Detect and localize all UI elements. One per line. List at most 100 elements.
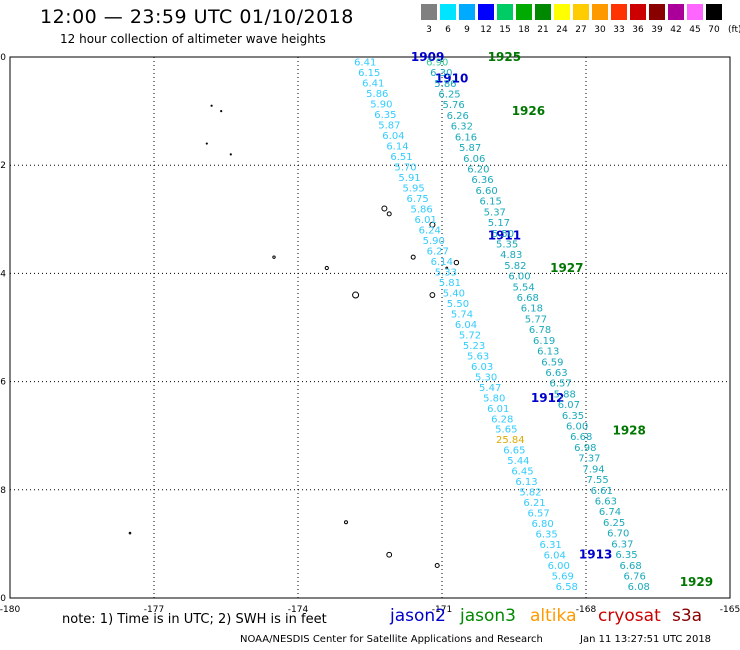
chart-subtitle: 12 hour collection of altimeter wave hei… [60,32,326,46]
wave-height-reading: 6.21 [523,498,545,509]
island [128,531,132,535]
wave-height-reading: 5.50 [447,299,469,310]
legend-label: 21 [537,25,549,35]
wave-height-reading: 6.58 [556,582,578,593]
island [352,291,360,299]
wave-height-reading: 5.50 [492,229,514,240]
wave-height-reading: 6.14 [431,257,453,268]
legend-label: 6 [445,25,451,35]
island [381,205,388,212]
wave-height-reading: 5.87 [459,143,481,154]
legend-swatch [535,4,551,20]
wave-height-reading: 6.63 [595,497,617,508]
legend-swatch [421,4,437,20]
legend-swatch [573,4,589,20]
legend-swatch [554,4,570,20]
wave-height-reading: 5.86 [434,79,456,90]
footer-note: note: 1) Time is in UTC; 2) SWH is in fe… [62,612,327,627]
pass-time-label: 1926 [512,104,545,118]
y-tick-label: -4 [0,269,6,279]
legend-label: 30 [594,25,606,35]
pass-time-label: 1911 [488,229,521,243]
wave-height-reading: 6.31 [540,540,562,551]
legend-swatch [459,4,475,20]
wave-height-reading: 6.07 [558,400,580,411]
wave-height-reading: 6.57 [549,379,571,390]
island [386,551,393,558]
wave-height-reading: 7.55 [587,475,609,486]
wave-height-reading: 6.51 [390,152,412,163]
y-tick-label: 0 [0,53,6,63]
wave-height-reading: 6.90 [426,57,448,68]
legend-label: 12 [480,25,492,35]
y-tick-label: -6 [0,378,6,388]
wave-height-reading: 6.30 [430,68,452,79]
wave-height-reading: 6.15 [480,197,502,208]
legend-swatch [706,4,722,20]
legend-swatch [516,4,532,20]
wave-height-reading: 5.77 [525,314,547,325]
wave-height-reading: 5.88 [554,389,576,400]
legend-swatch [687,4,703,20]
x-tick-label: -180 [0,605,20,615]
pass-time-label: 1912 [531,391,564,405]
wave-height-reading: 5.37 [484,207,506,218]
legend-label: 3 [426,25,432,35]
wave-height-reading: 6.37 [611,539,633,550]
wave-height-reading: 5.91 [398,173,420,184]
wave-height-reading: 5.69 [552,572,574,583]
wave-height-reading: 6.13 [537,347,559,358]
wave-height-reading: 5.44 [507,456,529,467]
wave-height-reading: 6.70 [607,529,629,540]
wave-height-reading: 6.00 [508,272,530,283]
y-tick-label: -10 [0,594,6,604]
satellite-name-cryosat: cryosat [598,606,661,626]
wave-height-reading: 6.98 [574,443,596,454]
wave-height-reading: 6.75 [406,194,428,205]
credit-line: NOAA/NESDIS Center for Satellite Applica… [240,634,543,645]
pass-time-label: 1928 [612,423,645,437]
wave-height-reading: 6.27 [427,246,449,257]
satellite-name-jason3: jason3 [460,606,516,626]
wave-height-reading: 25.84 [496,435,525,446]
wave-height-reading: 6.65 [503,446,525,457]
wave-height-reading: 6.00 [566,422,588,433]
island [220,110,223,113]
pass-time-label: 1913 [579,548,612,562]
island [272,255,276,259]
wave-height-reading: 5.80 [483,393,505,404]
satellite-name-altika: altika [530,606,577,626]
wave-height-reading: 6.35 [374,110,396,121]
wave-height-reading: 5.72 [459,330,481,341]
island [205,142,208,145]
legend-swatch [649,4,665,20]
pass-time-label: 1929 [680,575,713,589]
island [445,266,449,270]
wave-height-reading: 5.65 [495,425,517,436]
wave-height-reading: 6.78 [529,325,551,336]
legend-swatch [440,4,456,20]
island [434,563,440,569]
legend-swatch [478,4,494,20]
wave-height-reading: 5.54 [512,282,534,293]
wave-height-reading: 6.26 [447,111,469,122]
x-tick-label: -171 [432,605,452,615]
legend-label: 15 [499,25,511,35]
wave-height-reading: 5.90 [370,99,392,110]
wave-height-reading: 6.68 [517,293,539,304]
wave-height-reading: 5.82 [504,261,526,272]
legend-label: 36 [632,25,644,35]
wave-height-reading: 6.60 [475,186,497,197]
wave-height-reading: 6.80 [531,519,553,530]
island [210,104,213,107]
wave-height-reading: 7.37 [578,454,600,465]
wave-height-reading: 5.33 [435,267,457,278]
wave-height-reading: 5.86 [366,89,388,100]
wave-height-reading: 5.76 [443,100,465,111]
wave-height-reading: 6.03 [471,362,493,373]
wave-height-reading: 5.90 [423,236,445,247]
map-frame [9,56,731,599]
island [229,153,232,156]
wave-height-reading: 6.24 [419,225,441,236]
